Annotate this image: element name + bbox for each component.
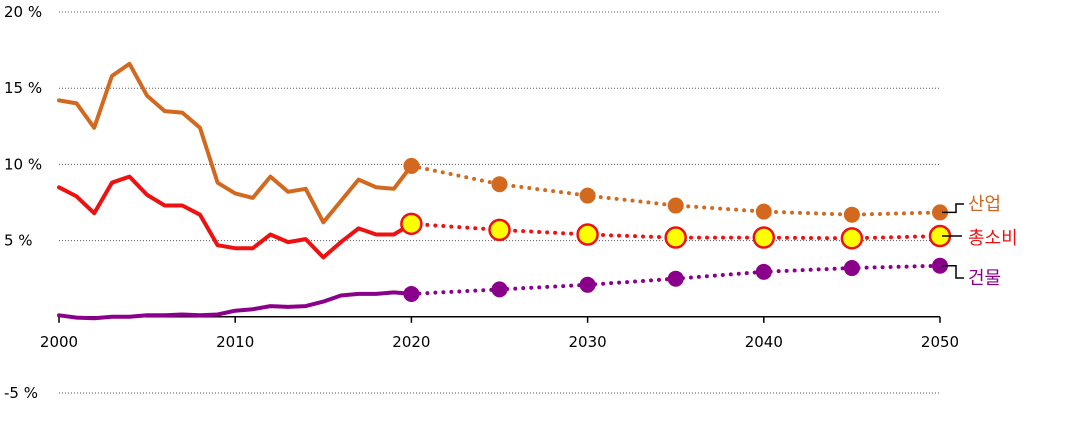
x-tick-label: 2000 <box>40 333 78 351</box>
data-point <box>932 257 948 274</box>
y-tick-label: -5 % <box>4 384 38 402</box>
data-point <box>840 227 864 250</box>
x-tick-label: 2050 <box>921 333 959 351</box>
gridlines <box>59 11 940 394</box>
x-tick-label: 2010 <box>216 333 254 351</box>
data-point <box>579 187 596 204</box>
y-tick-labels: 20 % 15 % 10 % 5 % -5 % <box>4 3 42 402</box>
data-point <box>403 285 420 302</box>
data-point <box>667 270 684 287</box>
label-connector <box>942 203 964 214</box>
data-point <box>932 204 948 221</box>
data-point <box>491 176 508 193</box>
data-point <box>752 226 776 249</box>
series-label: 산업 <box>968 194 1001 215</box>
y-tick-label: 10 % <box>4 155 42 173</box>
data-point <box>755 263 772 280</box>
series-label: 건물 <box>968 268 1001 289</box>
data-point <box>400 212 423 236</box>
y-tick-label: 20 % <box>4 3 42 21</box>
historical-line <box>57 290 414 321</box>
data-point <box>403 157 420 174</box>
data-point <box>664 226 687 249</box>
label-connector <box>942 264 964 279</box>
series-label: 총소비 <box>968 228 1018 249</box>
x-tick-label: 2020 <box>392 333 430 351</box>
x-tick-label: 2040 <box>745 333 783 351</box>
data-point <box>843 260 860 277</box>
data-point <box>579 276 596 293</box>
data-point <box>576 223 599 246</box>
y-tick-label: 15 % <box>4 79 42 97</box>
data-point <box>667 197 684 214</box>
y-tick-label: 5 % <box>4 232 33 250</box>
historical-line <box>57 61 414 225</box>
data-point <box>491 281 508 298</box>
data-point <box>488 218 511 242</box>
x-tick-label: 2030 <box>569 333 607 351</box>
data-point <box>755 203 772 220</box>
x-tick-labels: 2000 2010 2020 2030 2040 2050 <box>40 333 959 351</box>
series-markers <box>400 157 952 302</box>
axes <box>58 316 941 323</box>
historical-line <box>57 174 414 260</box>
data-point <box>843 206 860 223</box>
